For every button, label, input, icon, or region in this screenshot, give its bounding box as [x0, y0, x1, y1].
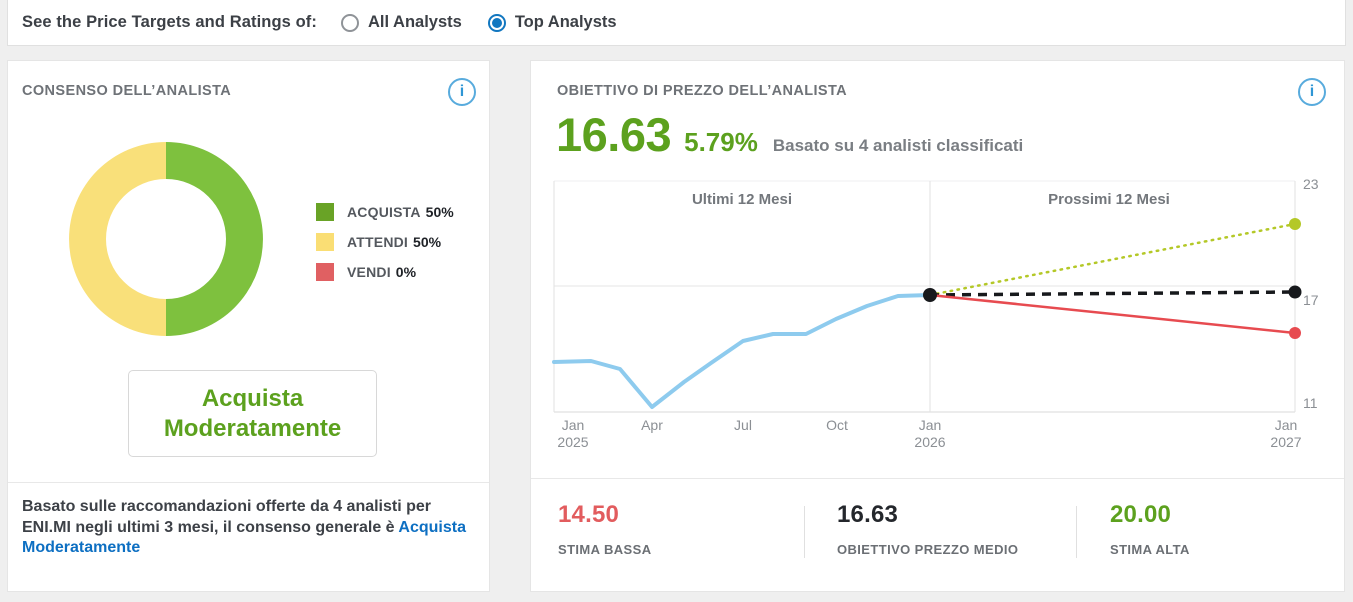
low-estimate-dot — [1289, 327, 1301, 339]
donut-segment-hold — [69, 142, 166, 336]
price-target-upside: 5.79% — [684, 127, 758, 157]
x-tick-jan26: Jan — [919, 417, 942, 433]
footnote-text: Basato sulle raccomandazioni offerte da … — [22, 498, 432, 536]
hold-swatch-icon — [316, 233, 334, 251]
analyst-consensus-card: CONSENSO DELL’ANALISTA i ACQUISTA 50% AT… — [7, 60, 490, 592]
average-estimate-line — [929, 290, 1296, 297]
consensus-footnote: Basato sulle raccomandazioni offerte da … — [22, 497, 480, 559]
x-tick-jul: Jul — [734, 417, 752, 433]
divider — [531, 478, 1344, 479]
price-target-chart: Ultimi 12 Mesi Prossimi 12 Mesi 23 17 11… — [552, 176, 1319, 450]
x-tick-jan26-year: 2026 — [914, 434, 945, 450]
high-estimate-value: 20.00 — [1110, 501, 1172, 528]
average-estimate-dot — [1288, 285, 1302, 299]
x-tick-jan25-year: 2025 — [557, 434, 588, 450]
divider — [804, 506, 805, 558]
filter-bar-label: See the Price Targets and Ratings of: — [22, 13, 317, 31]
donut-segment-buy — [166, 142, 263, 336]
stat-high-estimate: 20.00 STIMA ALTA — [1110, 501, 1190, 557]
based-on-analysts-label: Basato su 4 analisti classificati — [772, 136, 1024, 155]
price-target-card-title: OBIETTIVO DI PREZZO DELL’ANALISTA — [557, 83, 848, 99]
high-estimate-label: STIMA ALTA — [1110, 542, 1190, 557]
price-target-card: OBIETTIVO DI PREZZO DELL’ANALISTA i 16.6… — [530, 60, 1345, 592]
divider — [1076, 506, 1077, 558]
x-tick-jan25: Jan — [562, 417, 585, 433]
consensus-donut-chart — [69, 142, 263, 336]
radio-selected-icon — [487, 13, 506, 32]
sell-swatch-icon — [316, 263, 334, 281]
buy-swatch-icon — [316, 203, 334, 221]
radio-all-analysts[interactable]: All Analysts — [340, 13, 462, 32]
average-price-target-value: 16.63 — [556, 108, 672, 161]
info-icon[interactable]: i — [448, 78, 476, 106]
consensus-legend: ACQUISTA 50% ATTENDI 50% VENDI 0% — [316, 203, 454, 281]
low-estimate-value: 14.50 — [558, 501, 620, 528]
info-icon[interactable]: i — [1298, 78, 1326, 106]
stat-low-estimate: 14.50 STIMA BASSA — [558, 501, 651, 557]
consensus-rating-badge: Acquista Moderatamente — [128, 370, 377, 457]
current-price-dot — [923, 288, 937, 302]
radio-all-analysts-label: All Analysts — [367, 13, 462, 31]
high-estimate-line — [928, 222, 1297, 297]
low-estimate-line — [929, 293, 1296, 335]
price-targets-filter-bar: See the Price Targets and Ratings of: Al… — [7, 0, 1346, 46]
consensus-rating-link[interactable]: Acquista Moderatamente — [22, 518, 466, 557]
average-price-target-stat-value: 16.63 — [837, 501, 899, 528]
radio-top-analysts-label: Top Analysts — [514, 13, 617, 31]
radio-unselected-icon — [340, 13, 359, 32]
section-label-past: Ultimi 12 Mesi — [692, 191, 792, 208]
x-tick-oct: Oct — [826, 417, 848, 433]
low-estimate-label: STIMA BASSA — [558, 542, 652, 557]
average-price-target-stat-label: OBIETTIVO PREZZO MEDIO — [837, 542, 1019, 557]
price-target-headline: 16.63 5.79% Basato su 4 analisti classif… — [556, 107, 1023, 162]
x-tick-apr: Apr — [641, 417, 663, 433]
y-tick-23: 23 — [1303, 176, 1319, 192]
x-tick-jan27: Jan — [1275, 417, 1298, 433]
legend-item-hold: ATTENDI 50% — [316, 233, 454, 251]
stat-average-price-target: 16.63 OBIETTIVO PREZZO MEDIO — [837, 501, 1018, 557]
radio-top-analysts[interactable]: Top Analysts — [487, 13, 617, 32]
y-tick-17: 17 — [1303, 292, 1319, 308]
legend-item-buy: ACQUISTA 50% — [316, 203, 454, 221]
price-history-line — [552, 293, 932, 409]
high-estimate-dot — [1289, 218, 1301, 230]
consensus-card-title: CONSENSO DELL’ANALISTA — [22, 83, 232, 99]
x-tick-jan27-year: 2027 — [1270, 434, 1301, 450]
y-tick-11: 11 — [1303, 395, 1318, 411]
legend-item-sell: VENDI 0% — [316, 263, 454, 281]
divider — [8, 482, 489, 483]
section-label-future: Prossimi 12 Mesi — [1048, 191, 1170, 208]
